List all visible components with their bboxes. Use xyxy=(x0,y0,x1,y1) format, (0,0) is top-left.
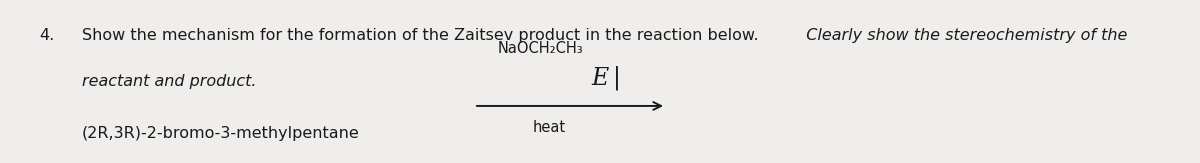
Text: (2R,3R)-2-bromo-3-methylpentane: (2R,3R)-2-bromo-3-methylpentane xyxy=(82,126,359,141)
Text: Show the mechanism for the formation of the Zaitsev product in the reaction belo: Show the mechanism for the formation of … xyxy=(82,28,758,43)
Text: reactant and product.: reactant and product. xyxy=(82,74,256,89)
Text: E: E xyxy=(592,67,608,90)
Text: |: | xyxy=(613,66,622,90)
Text: NaOCH₂CH₃: NaOCH₂CH₃ xyxy=(498,41,583,56)
Text: 4.: 4. xyxy=(40,28,55,43)
Text: Clearly show the stereochemistry of the: Clearly show the stereochemistry of the xyxy=(796,28,1127,43)
Text: heat: heat xyxy=(533,120,566,135)
